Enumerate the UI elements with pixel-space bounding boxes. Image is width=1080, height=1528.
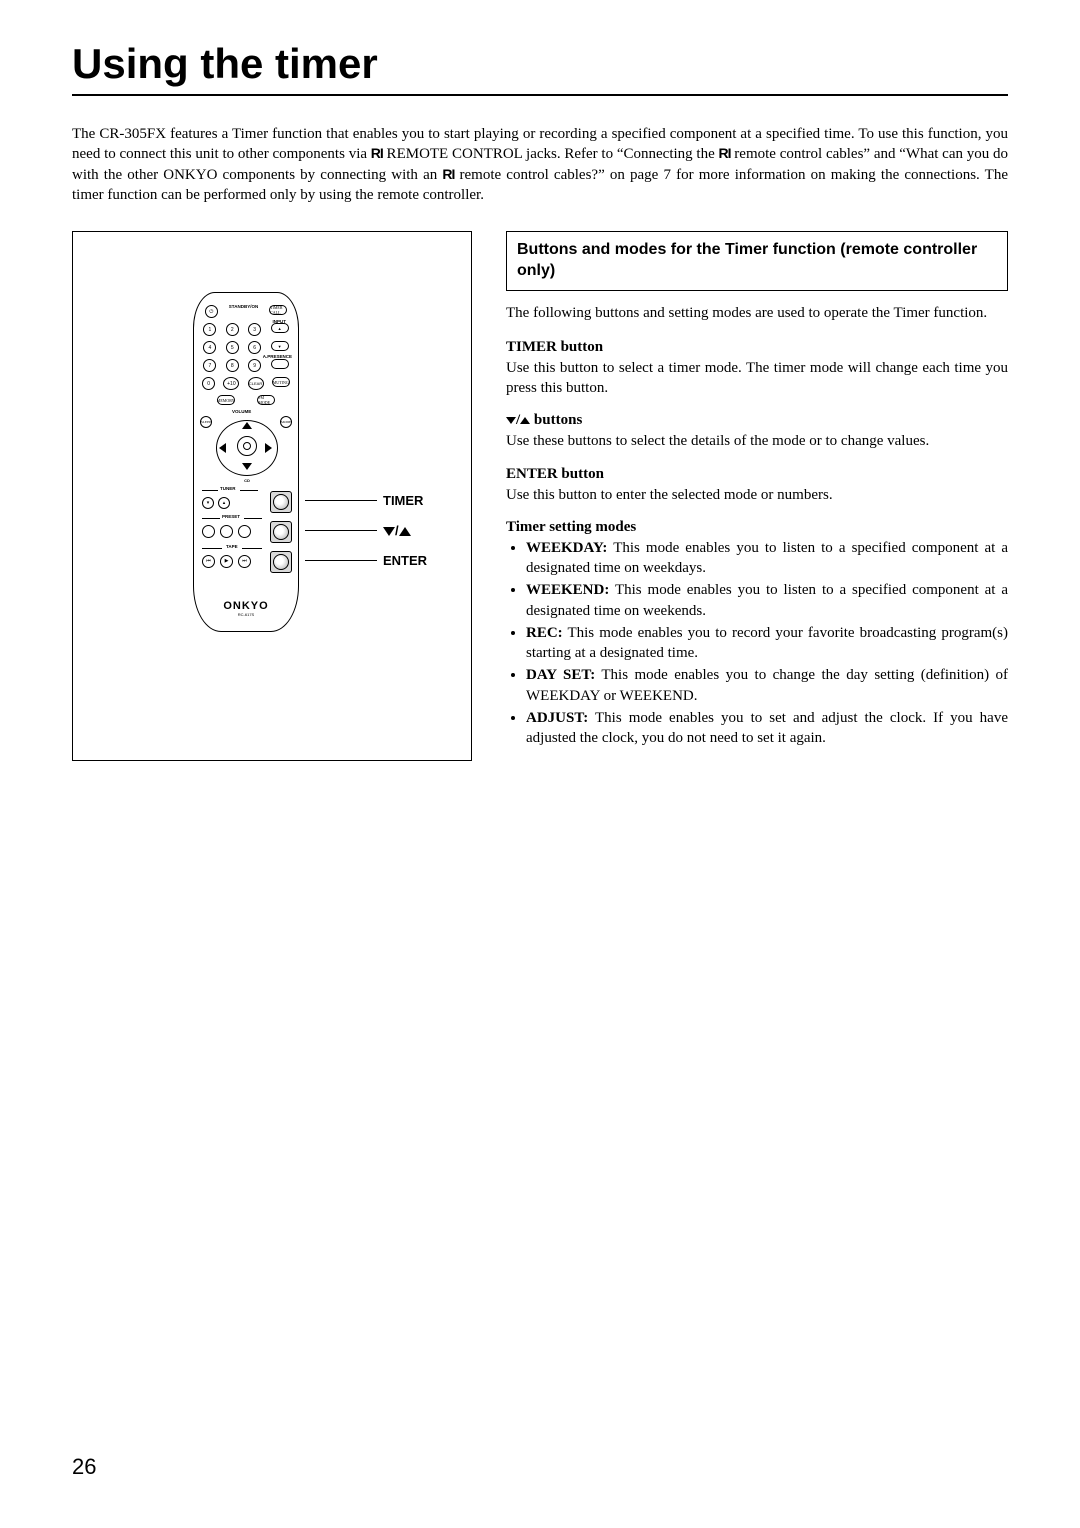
num-4-icon: 4 xyxy=(203,341,216,354)
ri-symbol: RI xyxy=(442,165,454,184)
mode-text: This mode enables you to change the day … xyxy=(526,667,1008,703)
buttons-modes-heading: Buttons and modes for the Timer function… xyxy=(506,231,1008,291)
input-label: INPUT xyxy=(273,320,287,325)
cd-label: CD xyxy=(234,479,260,483)
tuner-label: TUNER xyxy=(220,486,236,491)
buttons-modes-intro: The following buttons and setting modes … xyxy=(506,303,1008,323)
num-1-icon: 1 xyxy=(203,323,216,336)
memory-button-icon: MEMORY xyxy=(217,395,235,405)
timer-modes-list: WEEKDAY: This mode enables you to listen… xyxy=(506,538,1008,749)
clear-button-icon: CLEAR xyxy=(248,377,264,390)
mode-name: REC: xyxy=(526,625,563,641)
callout-line-enter xyxy=(305,560,377,561)
tuner-prev-icon: ▾ xyxy=(202,497,214,509)
arrow-buttons-head: /​ buttons xyxy=(506,412,1008,429)
preset-next-icon xyxy=(238,525,251,538)
timer-button-head: TIMER button xyxy=(506,339,1008,356)
num-2-icon: 2 xyxy=(226,323,239,336)
mode-name: ADJUST: xyxy=(526,710,588,726)
tuner-next-icon: ▴ xyxy=(218,497,230,509)
preset-prev-icon xyxy=(202,525,215,538)
num-7-icon: 7 xyxy=(203,359,216,372)
enter-button-head: ENTER button xyxy=(506,466,1008,483)
callout-enter: ENTER xyxy=(383,553,427,568)
apresence-button-icon xyxy=(271,359,289,369)
mode-name: WEEKEND: xyxy=(526,582,609,598)
input-down-icon: ▼ xyxy=(271,341,289,351)
timer-modes-head: Timer setting modes xyxy=(506,519,1008,536)
brand-logo: ONKYO RC-617S xyxy=(194,600,298,617)
timer-button-highlight xyxy=(270,491,292,513)
list-item: DAY SET: This mode enables you to change… xyxy=(526,665,1008,706)
preset-play-icon xyxy=(220,525,233,538)
mode-name: DAY SET: xyxy=(526,667,595,683)
ri-symbol: RI xyxy=(719,144,731,163)
tape-label: TAPE xyxy=(226,544,238,549)
list-item: REC: This mode enables you to record you… xyxy=(526,623,1008,664)
tape-rew-icon: ⏮ xyxy=(202,555,215,568)
page-title: Using the timer xyxy=(72,40,1008,96)
num-plus10-icon: +10 xyxy=(223,377,239,390)
preset-label: PRESET xyxy=(222,514,240,519)
callout-line-timer xyxy=(305,500,377,501)
num-9-icon: 9 xyxy=(248,359,261,372)
standby-button-icon: ⏻ xyxy=(205,305,218,318)
arrow-button-highlight xyxy=(270,521,292,543)
page-number: 26 xyxy=(72,1454,96,1480)
intro-paragraph: The CR-305FX features a Timer function t… xyxy=(72,124,1008,205)
mode-name: WEEKDAY: xyxy=(526,540,607,556)
mode-text: This mode enables you to set and adjust … xyxy=(526,710,1008,746)
mode-text: This mode enables you to record your fav… xyxy=(526,625,1008,661)
fmmode-button-icon: FM MODE xyxy=(257,395,275,405)
list-item: ADJUST: This mode enables you to set and… xyxy=(526,708,1008,749)
callout-line-arrows xyxy=(305,530,377,531)
num-8-icon: 8 xyxy=(226,359,239,372)
num-6-icon: 6 xyxy=(248,341,261,354)
remote-illustration-frame: ⏻ STANDBY/ON TIMER CALL 1 2 3 ▲ INPUT 4 … xyxy=(72,231,472,761)
num-0-icon: 0 xyxy=(202,377,215,390)
nav-cluster-icon xyxy=(212,412,282,476)
model-label: RC-617S xyxy=(194,612,298,617)
timer-button-text: Use this button to select a timer mode. … xyxy=(506,358,1008,399)
timer-call-button-icon: TIMER CALL xyxy=(269,305,287,315)
intro-b: REMOTE CONTROL jacks. Refer to “Connecti… xyxy=(383,146,719,162)
sleep-button-icon: SLEEP xyxy=(200,416,212,428)
enter-button-text: Use this button to enter the selected mo… xyxy=(506,485,1008,505)
tape-ff-icon: ⏭ xyxy=(238,555,251,568)
num-3-icon: 3 xyxy=(248,323,261,336)
tape-play-icon: ▶ xyxy=(220,555,233,568)
enter-button-highlight xyxy=(270,551,292,573)
callout-arrows: / xyxy=(383,523,411,538)
muting-button-icon: MUTING xyxy=(272,377,290,387)
list-item: WEEKEND: This mode enables you to listen… xyxy=(526,580,1008,621)
ri-symbol: RI xyxy=(371,144,383,163)
list-item: WEEKDAY: This mode enables you to listen… xyxy=(526,538,1008,579)
input-up-icon: ▲ xyxy=(271,323,289,333)
callout-timer: TIMER xyxy=(383,493,423,508)
arrow-buttons-text: Use these buttons to select the details … xyxy=(506,431,1008,451)
standby-label: STANDBY/ON xyxy=(229,305,258,318)
remote-body: ⏻ STANDBY/ON TIMER CALL 1 2 3 ▲ INPUT 4 … xyxy=(193,292,299,632)
num-5-icon: 5 xyxy=(226,341,239,354)
